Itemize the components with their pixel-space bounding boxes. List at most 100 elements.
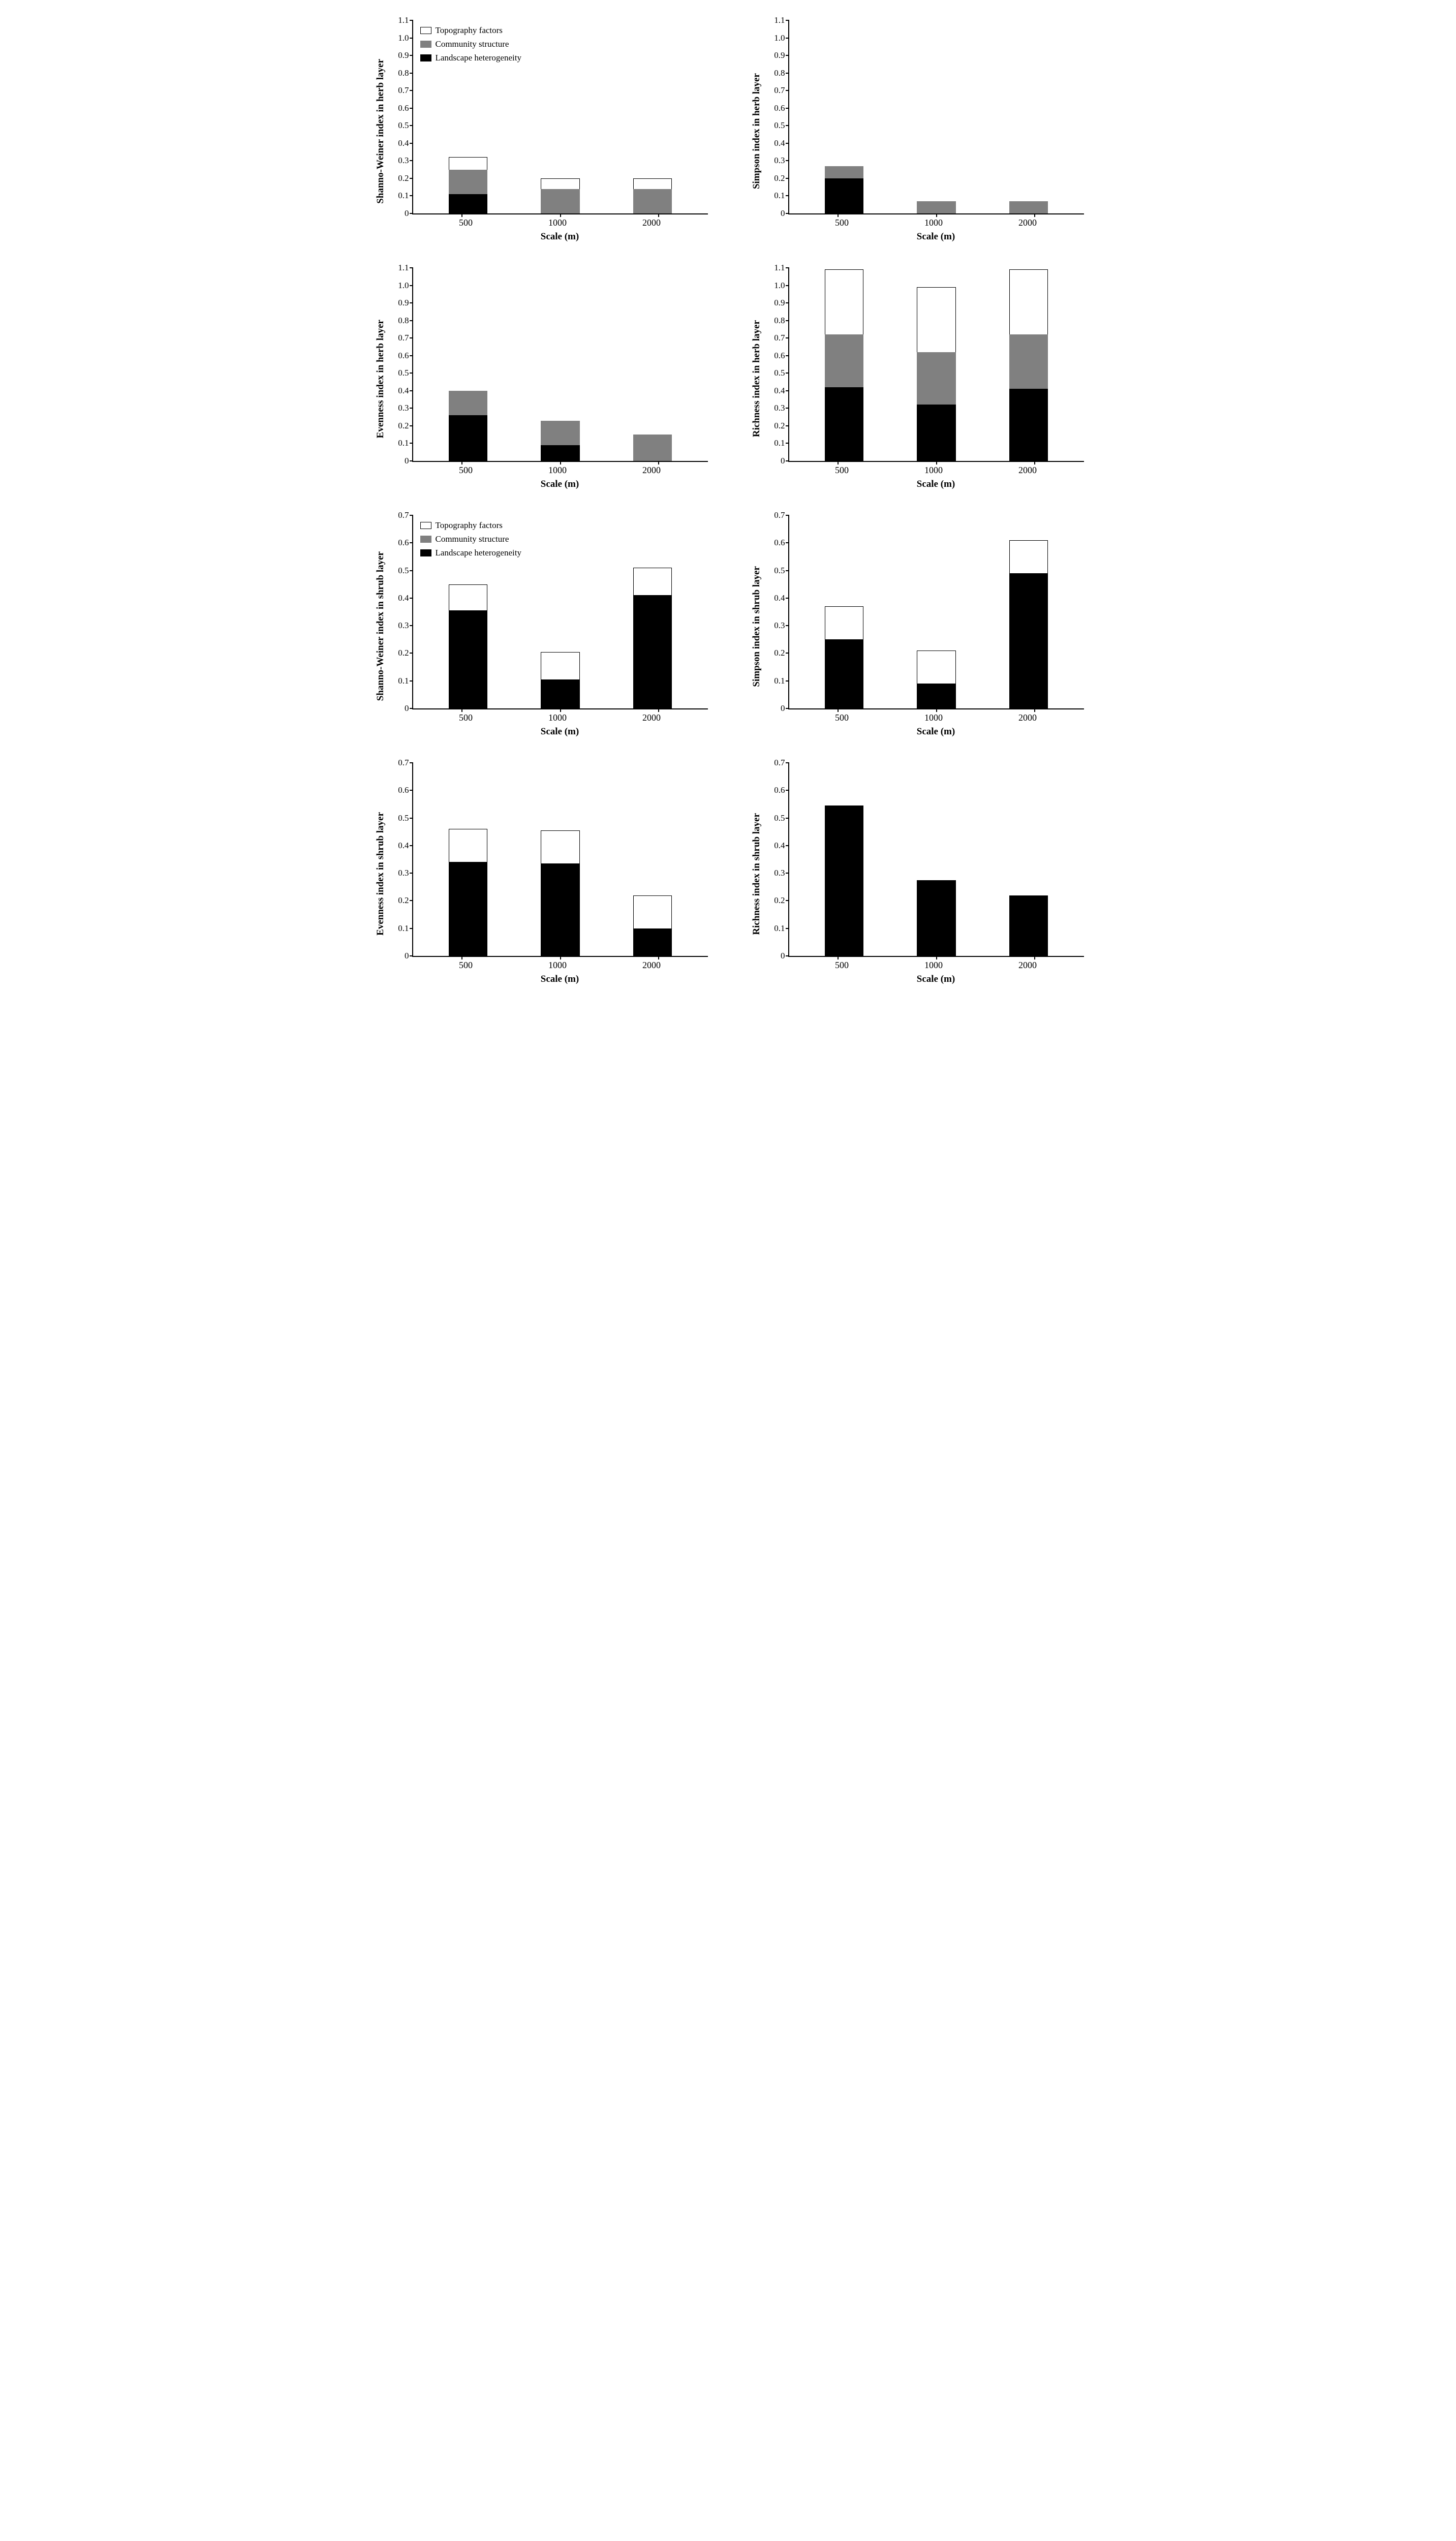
bar-segment-topography xyxy=(633,895,672,928)
bar xyxy=(1009,201,1048,213)
y-tick-label: 0 xyxy=(764,951,785,961)
x-tick-label: 500 xyxy=(459,465,473,476)
y-tick-label: 0.7 xyxy=(764,85,785,96)
bar-segment-community xyxy=(917,201,955,213)
y-tick-label: 0.1 xyxy=(388,438,409,448)
y-tick-label: 0.6 xyxy=(388,103,409,113)
y-axis-label: Evenness index in shrub layer xyxy=(375,812,386,936)
y-tick-label: 0.4 xyxy=(764,841,785,851)
y-tick-label: 0.2 xyxy=(388,648,409,658)
bar-segment-landscape xyxy=(449,610,487,708)
x-axis-label: Scale (m) xyxy=(412,971,708,985)
y-tick-label: 0.1 xyxy=(388,191,409,201)
bar-segment-topography xyxy=(541,830,579,863)
y-tick-label: 0.5 xyxy=(388,368,409,378)
bar-segment-community xyxy=(541,421,579,445)
plot-area: 00.10.20.30.40.50.60.70.80.91.01.1Topogr… xyxy=(412,20,708,214)
y-axis-label: Shanno-Weiner index in shrub layer xyxy=(375,551,386,701)
y-tick-label: 0.8 xyxy=(388,316,409,326)
x-tick-label: 500 xyxy=(835,960,849,971)
y-tick-label: 0.4 xyxy=(764,138,785,148)
y-tick-label: 0.3 xyxy=(764,403,785,413)
bar-segment-community xyxy=(825,166,863,178)
y-tick-label: 0.9 xyxy=(764,298,785,308)
bar-segment-topography xyxy=(1009,269,1048,334)
bar-segment-topography xyxy=(449,584,487,611)
y-tick-label: 0.1 xyxy=(764,923,785,934)
y-tick-label: 0.4 xyxy=(388,593,409,603)
y-tick-label: 0.4 xyxy=(388,386,409,396)
y-tick-label: 0 xyxy=(764,208,785,219)
x-tick-label: 1000 xyxy=(924,218,943,228)
y-axis-label: Richness index in herb layer xyxy=(751,320,762,437)
y-tick-label: 0.4 xyxy=(388,841,409,851)
x-tick-label: 2000 xyxy=(642,465,661,476)
x-tick-label: 500 xyxy=(835,218,849,228)
plot-area: 00.10.20.30.40.50.60.7 xyxy=(412,763,708,957)
bar-segment-landscape xyxy=(449,862,487,956)
plot-area: 00.10.20.30.40.50.60.7 xyxy=(788,515,1084,709)
y-tick-label: 0.6 xyxy=(764,538,785,548)
bar-segment-topography xyxy=(917,287,955,352)
x-tick-label: 2000 xyxy=(642,218,661,228)
y-tick-label: 0 xyxy=(764,703,785,714)
plot-area: 00.10.20.30.40.50.60.7 xyxy=(788,763,1084,957)
bar-segment-topography xyxy=(825,269,863,334)
chart-panel: Shanno-Weiner index in herb layer 00.10.2… xyxy=(373,20,708,242)
x-tick-label: 1000 xyxy=(548,712,567,723)
x-tick-label: 1000 xyxy=(548,465,567,476)
y-tick-label: 0.3 xyxy=(764,621,785,631)
bar-segment-landscape xyxy=(1009,895,1048,956)
plot-area: 00.10.20.30.40.50.60.70.80.91.01.1 xyxy=(788,20,1084,214)
y-tick-label: 0.8 xyxy=(764,316,785,326)
chart-panel: Evenness index in herb layer00.10.20.30.… xyxy=(373,268,708,490)
bar xyxy=(449,391,487,461)
bar xyxy=(449,157,487,213)
y-tick-label: 0.3 xyxy=(764,868,785,878)
bar xyxy=(541,652,579,708)
x-axis-label: Scale (m) xyxy=(412,476,708,490)
y-tick-label: 1.0 xyxy=(388,33,409,43)
bar-segment-topography xyxy=(633,178,672,189)
y-tick-label: 0.5 xyxy=(764,813,785,823)
y-tick-label: 0.2 xyxy=(764,895,785,906)
x-tick-label: 2000 xyxy=(1018,712,1037,723)
y-tick-label: 0.3 xyxy=(764,156,785,166)
bar-segment-landscape xyxy=(825,639,863,708)
bar-segment-topography xyxy=(541,652,579,679)
bar xyxy=(633,895,672,956)
y-tick-label: 0.3 xyxy=(388,621,409,631)
y-tick-label: 0.9 xyxy=(388,50,409,60)
bar xyxy=(917,650,955,708)
y-tick-label: 0.7 xyxy=(388,758,409,768)
bar xyxy=(917,287,955,461)
y-axis-label: Shanno-Weiner index in herb layer xyxy=(375,59,386,204)
y-tick-label: 0.1 xyxy=(764,191,785,201)
y-tick-label: 0 xyxy=(388,208,409,219)
x-tick-label: 500 xyxy=(835,712,849,723)
bar-segment-topography xyxy=(825,606,863,639)
bar-segment-community xyxy=(541,189,579,213)
y-tick-label: 0.7 xyxy=(388,333,409,343)
x-axis-label: Scale (m) xyxy=(412,723,708,737)
bar-segment-landscape xyxy=(633,595,672,708)
x-axis-label: Scale (m) xyxy=(788,971,1084,985)
chart-panel: Simpson index in herb layer00.10.20.30.4… xyxy=(749,20,1084,242)
x-tick-label: 2000 xyxy=(1018,465,1037,476)
y-tick-label: 0.5 xyxy=(388,566,409,576)
bar-segment-landscape xyxy=(917,880,955,956)
x-tick-label: 500 xyxy=(459,218,473,228)
x-tick-label: 500 xyxy=(459,960,473,971)
bar-segment-landscape xyxy=(541,445,579,461)
y-tick-label: 0.6 xyxy=(764,785,785,795)
chart-panel: Richness index in shrub layer00.10.20.30… xyxy=(749,763,1084,985)
y-tick-label: 0.6 xyxy=(764,103,785,113)
bar-segment-topography xyxy=(541,178,579,189)
y-tick-label: 0.2 xyxy=(764,648,785,658)
bar xyxy=(917,880,955,956)
y-tick-label: 0.4 xyxy=(764,386,785,396)
bar xyxy=(825,269,863,461)
bar-segment-landscape xyxy=(449,194,487,213)
y-tick-label: 0.6 xyxy=(388,538,409,548)
bar-segment-topography xyxy=(449,829,487,862)
